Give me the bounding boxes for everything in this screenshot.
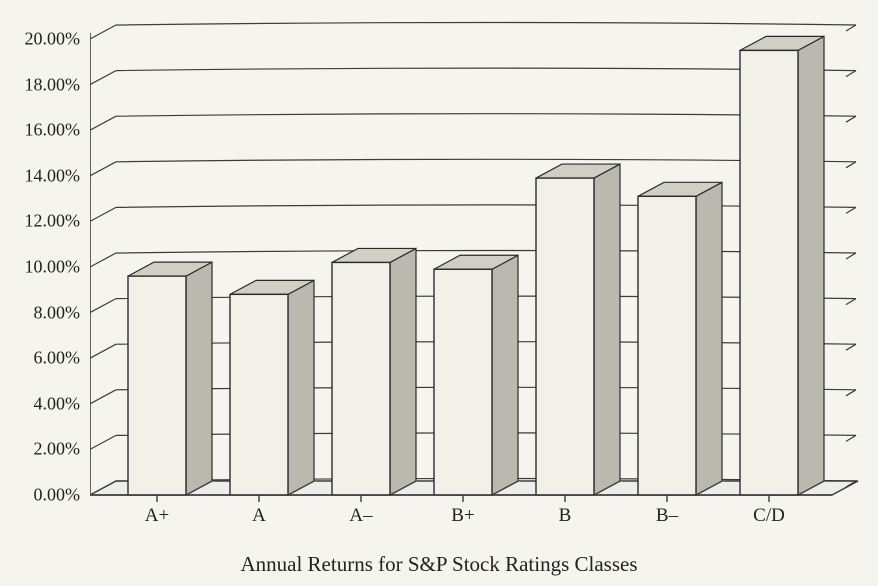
bar-side bbox=[696, 182, 722, 495]
x-tick-label: B– bbox=[637, 505, 697, 527]
grid-tick-right bbox=[846, 116, 856, 122]
grid-tick-right bbox=[846, 435, 856, 441]
grid-tick-right bbox=[846, 71, 856, 77]
chart-caption: Annual Returns for S&P Stock Ratings Cla… bbox=[0, 552, 878, 577]
bar-side bbox=[390, 248, 416, 495]
grid-oblique bbox=[90, 116, 116, 130]
x-tick-label: A– bbox=[331, 505, 391, 527]
grid-oblique bbox=[90, 207, 116, 221]
x-tick-label: A+ bbox=[127, 505, 187, 527]
y-tick-label: 16.00% bbox=[0, 120, 80, 141]
plot-area bbox=[90, 15, 860, 515]
bar-side bbox=[492, 255, 518, 495]
chart-container: Annual Returns for S&P Stock Ratings Cla… bbox=[0, 0, 878, 586]
y-tick-label: 14.00% bbox=[0, 165, 80, 186]
bar-front bbox=[332, 262, 390, 495]
grid-oblique bbox=[90, 253, 116, 267]
y-tick-label: 0.00% bbox=[0, 485, 80, 506]
grid-tick-right bbox=[846, 253, 856, 259]
grid-oblique bbox=[90, 71, 116, 85]
chart-svg bbox=[90, 15, 860, 515]
grid-line bbox=[116, 23, 856, 26]
y-tick-label: 12.00% bbox=[0, 211, 80, 232]
grid-tick-right bbox=[846, 299, 856, 305]
grid-tick-right bbox=[846, 344, 856, 350]
grid-oblique bbox=[90, 344, 116, 358]
bar-side bbox=[594, 164, 620, 495]
x-tick-label: A bbox=[229, 505, 289, 527]
grid-tick-right bbox=[846, 390, 856, 396]
y-tick-label: 10.00% bbox=[0, 257, 80, 278]
x-tick-label: B bbox=[535, 505, 595, 527]
y-tick-label: 18.00% bbox=[0, 74, 80, 95]
grid-oblique bbox=[90, 25, 116, 39]
grid-oblique bbox=[90, 299, 116, 313]
bar-side bbox=[186, 262, 212, 495]
bar-front bbox=[434, 269, 492, 495]
y-tick-label: 4.00% bbox=[0, 393, 80, 414]
bar-side bbox=[798, 36, 824, 495]
bar-front bbox=[740, 50, 798, 495]
y-tick-label: 6.00% bbox=[0, 348, 80, 369]
bar-front bbox=[638, 196, 696, 495]
grid-oblique bbox=[90, 390, 116, 404]
grid-tick-right bbox=[846, 162, 856, 168]
bar-side bbox=[288, 280, 314, 495]
y-tick-label: 2.00% bbox=[0, 439, 80, 460]
bar-front bbox=[128, 276, 186, 495]
x-tick-label: C/D bbox=[739, 505, 799, 527]
y-tick-label: 8.00% bbox=[0, 302, 80, 323]
bar-front bbox=[536, 178, 594, 495]
grid-tick-right bbox=[846, 207, 856, 213]
x-tick-label: B+ bbox=[433, 505, 493, 527]
grid-oblique bbox=[90, 435, 116, 449]
grid-tick-right bbox=[846, 25, 856, 31]
grid-oblique bbox=[90, 162, 116, 176]
y-tick-label: 20.00% bbox=[0, 29, 80, 50]
bar-front bbox=[230, 294, 288, 495]
